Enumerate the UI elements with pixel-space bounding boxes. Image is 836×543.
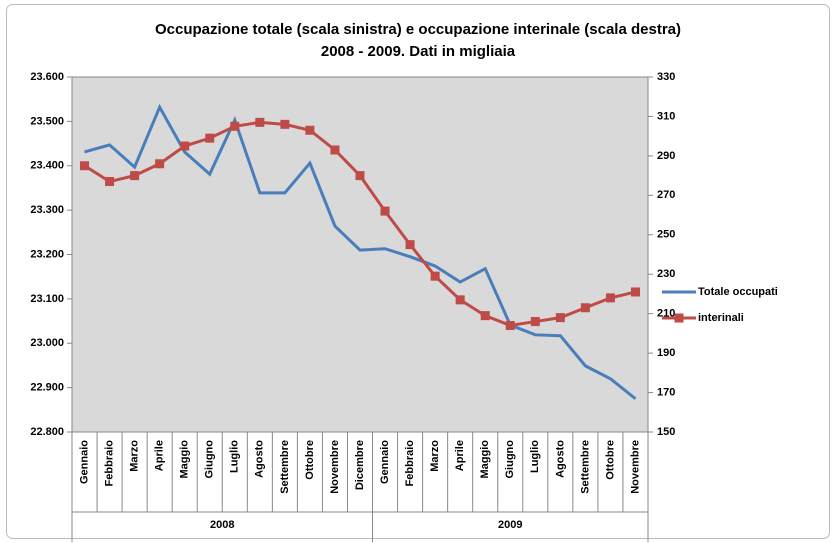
series-marker: [605, 293, 615, 303]
y2-tick-label: 230: [657, 268, 675, 280]
y-tick-label: 23.500: [30, 115, 64, 127]
legend-marker: [674, 313, 684, 323]
plot-area: [71, 76, 649, 433]
chart-subtitle: 2008 - 2009. Dati in migliaia: [321, 43, 516, 60]
series-marker: [405, 240, 415, 250]
series-marker: [480, 311, 490, 321]
series-marker: [355, 171, 365, 181]
x-group-label: 2009: [498, 519, 522, 531]
series-marker: [230, 121, 240, 131]
series-line: [84, 103, 637, 400]
legend-label: Totale occupati: [698, 286, 778, 298]
series-marker: [530, 317, 540, 327]
x-tick-label: Agosto: [554, 440, 566, 478]
series-marker: [80, 161, 90, 171]
y-tick-label: 23.200: [30, 248, 64, 260]
x-tick-label: Agosto: [254, 440, 266, 478]
x-tick-label: Luglio: [229, 440, 241, 473]
y-tick-label: 23.000: [30, 337, 64, 349]
x-tick-label: Aprile: [154, 440, 166, 471]
series-marker: [155, 159, 165, 169]
series-marker: [330, 145, 340, 155]
y2-tick-label: 330: [657, 71, 675, 83]
y-tick-label: 23.400: [30, 160, 64, 172]
x-tick-label: Marzo: [429, 440, 441, 472]
x-tick-label: Aprile: [454, 440, 466, 471]
series-marker: [280, 119, 290, 129]
series-marker: [380, 206, 390, 216]
series-marker: [580, 303, 590, 313]
y2-tick-label: 150: [657, 426, 675, 438]
x-group-label: 2008: [210, 519, 234, 531]
x-tick-label: Giugno: [204, 440, 216, 479]
x-tick-label: Maggio: [479, 440, 491, 479]
y-tick-label: 22.900: [30, 382, 64, 394]
series-marker: [630, 287, 640, 297]
series-marker: [130, 171, 140, 181]
y2-tick-label: 270: [657, 189, 675, 201]
x-tick-label: Ottobre: [604, 440, 616, 480]
series-marker: [505, 321, 515, 330]
legend-label: interinali: [698, 312, 744, 324]
series-marker: [180, 141, 190, 151]
series-marker: [105, 177, 115, 187]
x-tick-label: Dicembre: [354, 440, 366, 490]
chart-title: Occupazione totale (scala sinistra) e oc…: [155, 21, 681, 38]
x-tick-label: Maggio: [179, 440, 191, 479]
x-tick-label: Novembre: [629, 440, 641, 494]
series-marker: [205, 133, 215, 143]
y2-tick-label: 310: [657, 110, 675, 122]
x-tick-label: Marzo: [129, 440, 141, 472]
series-marker: [555, 313, 565, 323]
x-tick-label: Novembre: [329, 440, 341, 494]
y-tick-label: 22.800: [30, 426, 64, 438]
y-tick-label: 23.300: [30, 204, 64, 216]
x-tick-label: Ottobre: [304, 440, 316, 480]
y2-tick-label: 170: [657, 386, 675, 398]
series-marker: [255, 117, 265, 127]
x-tick-label: Settembre: [579, 440, 591, 494]
y-tick-label: 23.600: [30, 71, 64, 83]
x-tick-label: Febbraio: [404, 440, 416, 487]
y2-tick-label: 250: [657, 229, 675, 241]
y2-tick-label: 190: [657, 347, 675, 359]
x-tick-label: Giugno: [504, 440, 516, 479]
x-tick-label: Gennaio: [78, 440, 90, 484]
x-tick-label: Febbraio: [103, 440, 115, 487]
series-marker: [455, 295, 465, 305]
series-marker: [430, 271, 440, 281]
x-tick-label: Gennaio: [379, 440, 391, 484]
y-tick-label: 23.100: [30, 293, 64, 305]
y2-tick-label: 290: [657, 150, 675, 162]
x-tick-label: Luglio: [529, 440, 541, 473]
series-marker: [305, 125, 315, 135]
x-tick-label: Settembre: [279, 440, 291, 494]
